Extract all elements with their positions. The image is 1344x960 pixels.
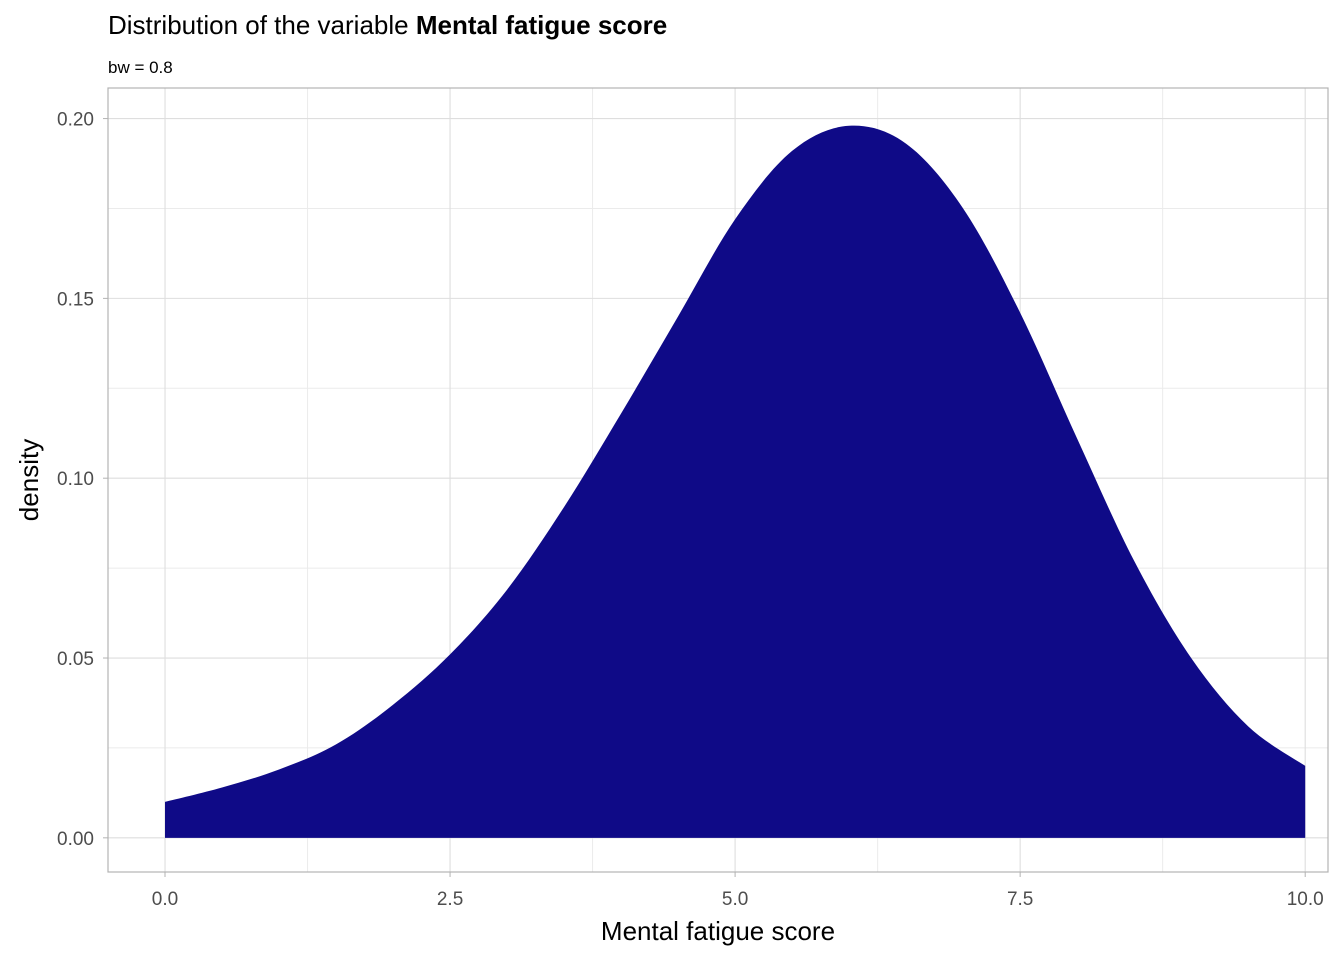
density-area [165, 125, 1306, 838]
chart-title-bold: Mental fatigue score [415, 10, 668, 40]
y-tick-label: 0.10 [57, 469, 94, 490]
y-tick-label: 0.15 [57, 289, 94, 310]
y-tick-label: 0.20 [57, 110, 94, 131]
chart-title: Distribution of the variable Mental fati… [108, 10, 667, 41]
x-tick-label: 7.5 [1007, 889, 1033, 910]
chart-title-prefix: Distribution of the variable [108, 10, 416, 40]
x-tick-label: 2.5 [437, 889, 463, 910]
x-tick-label: 0.0 [152, 889, 178, 910]
y-axis-title: density [14, 439, 44, 521]
x-tick-label: 5.0 [722, 889, 748, 910]
x-tick-label: 10.0 [1287, 889, 1324, 910]
y-tick-label: 0.00 [57, 829, 94, 850]
y-axis-ticks: 0.00 0.05 0.10 0.15 0.20 [57, 110, 108, 850]
y-tick-label: 0.05 [57, 649, 94, 670]
density-area-group [165, 125, 1306, 838]
panel-border [107, 87, 1329, 873]
x-axis-title: Mental fatigue score [601, 916, 835, 946]
x-axis-ticks: 0.0 2.5 5.0 7.5 10.0 [152, 872, 1324, 910]
chart-subtitle: bw = 0.8 [108, 58, 173, 77]
